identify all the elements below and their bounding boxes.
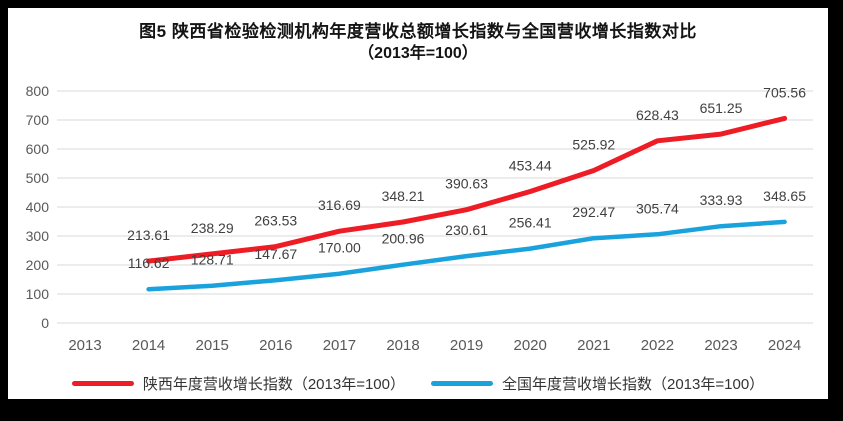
- legend-item-shaanxi: 陕西年度营收增长指数（2013年=100）: [71, 373, 405, 394]
- svg-text:2017: 2017: [323, 337, 356, 354]
- svg-text:238.29: 238.29: [191, 220, 234, 236]
- svg-text:200: 200: [26, 257, 50, 273]
- chart-title-line1: 图5 陕西省检验检测机构年度营收总额增长指数与全国营收增长指数对比: [139, 22, 697, 41]
- legend-label-shaanxi: 陕西年度营收增长指数（2013年=100）: [142, 375, 405, 393]
- svg-text:263.53: 263.53: [254, 213, 297, 229]
- svg-text:628.43: 628.43: [636, 107, 679, 123]
- legend-swatch-shaanxi-line: [71, 380, 134, 386]
- chart-title-line2: （2013年=100）: [358, 45, 478, 62]
- svg-text:2015: 2015: [196, 337, 229, 354]
- svg-text:116.62: 116.62: [128, 255, 170, 271]
- svg-text:128.71: 128.71: [191, 252, 234, 268]
- svg-text:2019: 2019: [450, 337, 483, 354]
- legend-item-national: 全国年度营收增长指数（2013年=100）: [431, 373, 764, 394]
- data-labels-national: 116.62 128.71 147.67 170.00 200.96 230.61 256.…: [128, 188, 807, 271]
- svg-text:292.47: 292.47: [572, 204, 615, 220]
- x-axis-labels: 2013 2014 2015 2016 2017 2018 2019 2020 2021 2022…: [68, 337, 801, 354]
- series-line-shaanxi: [146, 115, 788, 264]
- svg-text:348.65: 348.65: [763, 188, 806, 204]
- svg-text:700: 700: [26, 112, 50, 128]
- svg-text:2024: 2024: [768, 337, 801, 354]
- svg-text:800: 800: [26, 83, 50, 99]
- svg-text:0: 0: [41, 315, 49, 331]
- svg-text:390.63: 390.63: [445, 176, 488, 192]
- svg-text:2020: 2020: [514, 337, 547, 354]
- legend-label-national: 全国年度营收增长指数（2013年=100）: [502, 375, 765, 393]
- gridlines: [57, 90, 813, 324]
- chart-canvas: 图5 陕西省检验检测机构年度营收总额增长指数与全国营收增长指数对比 （2013年…: [8, 8, 828, 399]
- svg-text:147.67: 147.67: [254, 246, 297, 262]
- svg-text:316.69: 316.69: [318, 197, 361, 213]
- svg-text:230.61: 230.61: [445, 222, 488, 238]
- chart-title: 图5 陕西省检验检测机构年度营收总额增长指数与全国营收增长指数对比 （2013年…: [8, 20, 828, 65]
- svg-text:170.00: 170.00: [318, 240, 361, 256]
- svg-text:705.56: 705.56: [763, 84, 806, 100]
- legend-swatch-national-line: [431, 380, 493, 386]
- svg-text:600: 600: [26, 141, 50, 157]
- svg-text:305.74: 305.74: [636, 200, 679, 216]
- svg-text:300: 300: [26, 228, 50, 244]
- svg-text:2018: 2018: [386, 337, 419, 354]
- svg-text:100: 100: [26, 286, 50, 302]
- data-labels-shaanxi: 213.61 238.29 263.53 316.69 348.21 390.63 453.…: [127, 84, 806, 243]
- svg-text:333.93: 333.93: [700, 192, 743, 208]
- svg-text:525.92: 525.92: [572, 136, 615, 152]
- svg-text:2022: 2022: [641, 337, 674, 354]
- svg-text:2014: 2014: [132, 337, 165, 354]
- svg-text:651.25: 651.25: [700, 100, 743, 116]
- svg-text:400: 400: [26, 199, 50, 215]
- svg-text:200.96: 200.96: [382, 231, 425, 247]
- svg-text:2016: 2016: [259, 337, 292, 354]
- svg-text:2023: 2023: [704, 337, 737, 354]
- svg-text:2013: 2013: [68, 337, 101, 354]
- legend: 陕西年度营收增长指数（2013年=100） 全国年度营收增长指数（2013年=1…: [8, 373, 828, 393]
- svg-text:453.44: 453.44: [509, 158, 552, 174]
- y-axis-labels: 0 100 200 300 400 500 600 700 800: [26, 83, 50, 331]
- svg-text:2021: 2021: [577, 337, 610, 354]
- svg-text:256.41: 256.41: [509, 215, 552, 231]
- svg-text:348.21: 348.21: [382, 188, 425, 204]
- svg-text:213.61: 213.61: [127, 227, 170, 243]
- series-line-national: [146, 219, 787, 292]
- svg-text:500: 500: [26, 170, 50, 186]
